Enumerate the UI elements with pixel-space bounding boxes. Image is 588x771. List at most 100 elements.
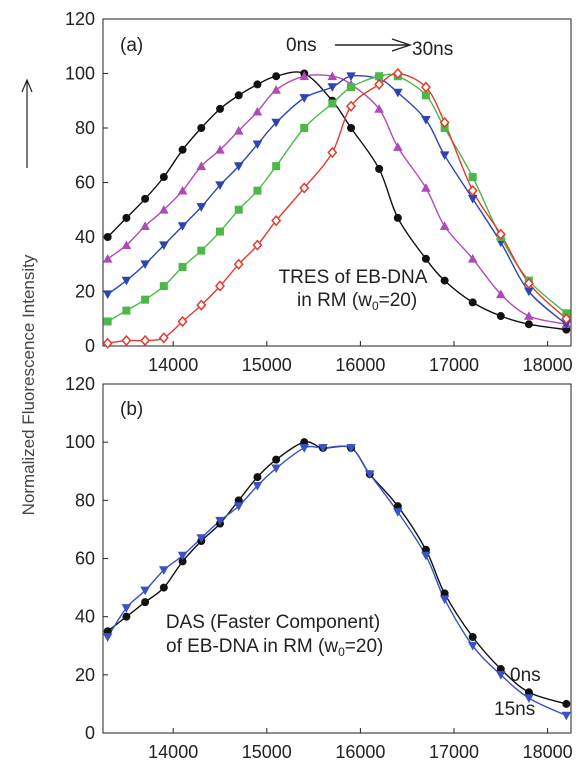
panel-a-series-2-point (439, 151, 450, 161)
panel-b-series-1-point (439, 595, 450, 605)
panel-a-series-4-point (233, 258, 244, 270)
panel-a-series-2-point (102, 290, 113, 300)
panel-a-annotation-line2: in RM (w0=20) (297, 290, 417, 313)
y-axis-label: Normalized Fluorescence Intensity (19, 254, 38, 515)
panel-a-ytick-label: 100 (65, 64, 95, 84)
panel-a-ytick-label: 60 (75, 173, 95, 193)
panel-b-series-1-point (421, 551, 431, 561)
panel-a-series-4-point (346, 100, 357, 112)
panel-b-series-0-point (122, 612, 131, 621)
panel-a-label: (a) (120, 35, 143, 56)
panel-b-series-0-point (178, 557, 187, 566)
panel-a-series-4-point (140, 334, 151, 347)
panel-a-series-1-point (215, 145, 225, 154)
panel-a-xtick-label: 14000 (148, 355, 198, 375)
panel-a: 0 20 40 60 80 100 120 14000 15000 16000 17000 18000… (65, 9, 573, 375)
panel-a-series-3-point (103, 317, 112, 326)
panel-a-series-4-point (374, 78, 385, 91)
panel-a-series-0-point (421, 254, 430, 263)
panel-a-series-2-point (140, 260, 150, 270)
panel-b-annotation-line2: of EB-DNA in RM (w0=20) (166, 636, 383, 659)
panel-b-ytick-label: 20 (75, 665, 95, 685)
panel-a-series-4-point (214, 280, 226, 292)
panel-a-series-4-point (327, 146, 338, 159)
panel-a-series-0-point (234, 91, 243, 100)
panel-b-xtick-label: 17000 (429, 742, 479, 762)
panel-b-ytick-label: 80 (75, 490, 95, 510)
panel-b-series-1-point (299, 444, 310, 453)
panel-b-series-1-point (121, 604, 132, 613)
panel-a-series-1-point (196, 161, 207, 170)
arrow-start-label: 0ns (286, 35, 317, 56)
series-label-15ns: 15ns (494, 699, 535, 720)
panel-a-series-0-point (468, 298, 477, 307)
panel-a-annotation-line1: TRES of EB-DNA (279, 267, 428, 288)
panel-a-series-1-point (121, 240, 132, 250)
panel-b-series-0-point (141, 598, 150, 607)
panel-a-series-2-point (121, 276, 132, 286)
panel-b-series-1-point (233, 502, 244, 511)
panel-a-series-3-point (197, 246, 206, 255)
panel-a-series-1-point (140, 221, 150, 230)
panel-a-series-2-point (393, 88, 403, 98)
panel-a-ytick-label: 120 (65, 9, 95, 29)
panel-a-series-4-point (196, 299, 207, 311)
panel-b-axes: 0 20 40 60 80 100 120 14000 15000 16000 17000 18000 (65, 374, 573, 762)
panel-a-series-4-point (495, 228, 506, 240)
panel-a-series-0-point (197, 124, 206, 132)
panel-b-series-0-point (253, 473, 262, 482)
panel-a-series-0-point (375, 164, 384, 173)
panel-a-series-0-point (524, 320, 533, 329)
panel-b-series-1-point (102, 633, 113, 642)
panel-a-series-4-point (561, 313, 572, 325)
panel-a-series-4-point (439, 116, 450, 129)
panel-b-series-0-line (107, 441, 567, 705)
panel-a-series-3-point (468, 173, 477, 182)
panel-b-series-0-point (159, 583, 168, 592)
panel-a-series-2-point (299, 94, 310, 103)
panel-b-series-1-point (252, 481, 263, 491)
panel-b-series-0-point (562, 699, 571, 708)
panel-b-ytick-label: 100 (65, 432, 95, 452)
panel-b-label: (b) (120, 399, 143, 420)
panel-a-series-2-point (215, 181, 225, 191)
panel-b-series-1-point (561, 711, 572, 721)
series-label-0ns: 0ns (510, 665, 541, 686)
panel-b-xtick-label: 18000 (523, 742, 573, 762)
panel-b-annotation-line1: DAS (Faster Component) (166, 612, 380, 633)
panel-b-series-0-point (272, 455, 281, 464)
panel-a-series-4-point (523, 277, 534, 289)
panel-a-series-3-point (375, 72, 384, 81)
panel-a-series-0-point (216, 104, 224, 113)
panel-a-series-4-point (158, 332, 169, 344)
panel-a-series-3-point (159, 282, 168, 291)
panel-a-series-1-point (374, 104, 384, 113)
panel-b-series-1-point (364, 470, 375, 479)
panel-b-marks (102, 438, 572, 721)
panel-a-xtick-label: 15000 (242, 355, 292, 375)
panel-a-series-1-point (524, 311, 534, 320)
panel-b-ytick-label: 60 (75, 549, 95, 569)
panel-a-series-1-point (439, 221, 450, 230)
panel-a-series-3-point (272, 162, 281, 171)
panel-b-series-1-point (524, 694, 534, 703)
panel-b-curves (107, 441, 567, 717)
panel-b-ytick-label: 0 (85, 723, 95, 743)
panel-b-frame (102, 383, 572, 734)
panel-b-series-1-point (346, 444, 356, 453)
panel-a-series-0-point (141, 194, 150, 203)
panel-a-series-4-point (271, 215, 282, 227)
panel-a-series-4-point (420, 81, 431, 93)
panel-a-ytick-label: 20 (75, 282, 95, 302)
y-axis-arrow-head (21, 78, 33, 93)
panel-a-series-2-point (467, 195, 478, 204)
panel-a-series-2-point (327, 83, 338, 92)
panel-b-ytick-label: 120 (65, 374, 95, 394)
panel-a-ytick-label: 0 (85, 336, 95, 356)
panel-a-series-2-point (196, 203, 207, 212)
panel-a-series-3-point (234, 205, 243, 214)
panel-a-series-3-point (300, 124, 309, 132)
panel-b-series-0-point (468, 633, 477, 642)
panel-a-series-4-point (177, 315, 188, 328)
panel-a-series-0-point (347, 124, 356, 132)
